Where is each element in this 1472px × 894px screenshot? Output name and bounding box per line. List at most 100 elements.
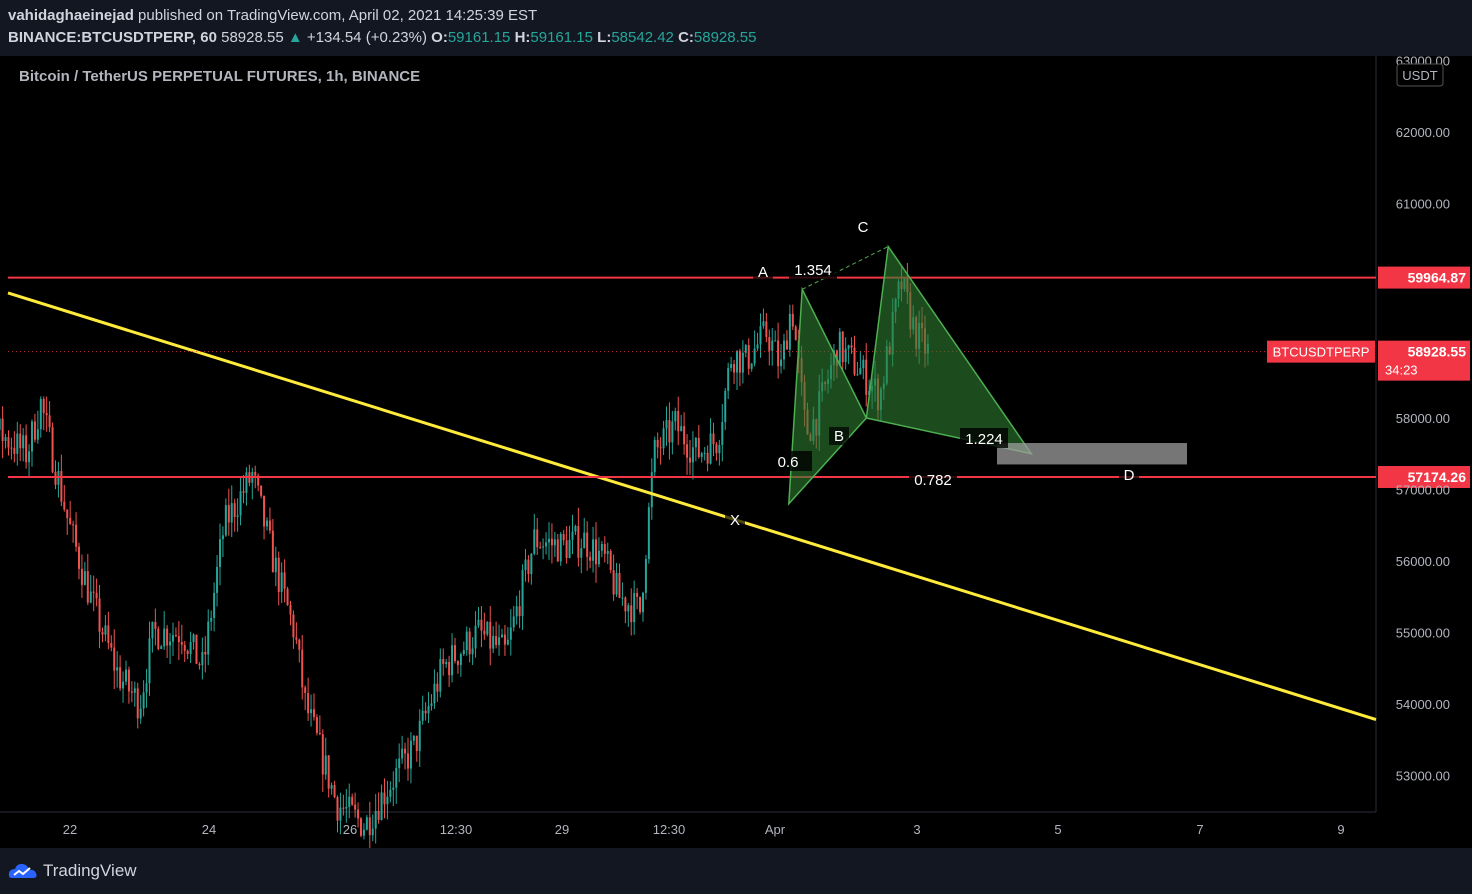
candle-body: [644, 559, 647, 593]
candle-body: [838, 331, 841, 366]
candle-body: [239, 491, 242, 516]
candle-body: [412, 735, 415, 741]
ratio-label-4: 0.782: [914, 472, 952, 489]
candle-body: [495, 636, 498, 645]
candle-body: [0, 418, 1, 430]
candle-body: [301, 649, 304, 688]
symbol-name[interactable]: BINANCE:BTCUSDTPERP, 60: [8, 29, 217, 46]
candle-body: [324, 755, 327, 775]
candle-body: [571, 531, 574, 540]
ratio-bg-2: [764, 451, 812, 471]
candle-body: [562, 534, 565, 541]
candle-body: [42, 398, 45, 414]
tradingview-logo[interactable]: TradingView: [8, 860, 137, 882]
candle-body: [107, 625, 110, 644]
candle-body: [721, 422, 724, 445]
price-chart[interactable]: 59964.87 57174.26 BTCUSDTPERP 58928.55 34:23…: [0, 56, 1472, 848]
candle-body: [715, 444, 718, 454]
candle-body: [659, 447, 662, 449]
candle-body: [577, 526, 580, 558]
candle-body: [498, 637, 501, 645]
candle-body: [283, 572, 286, 589]
candle-body: [456, 661, 459, 665]
candle-body: [404, 748, 407, 754]
candle-body: [163, 628, 166, 647]
candle-body: [298, 639, 301, 650]
candle-body: [565, 540, 568, 559]
candle-body: [753, 348, 756, 364]
ratio-label-1: 1.354: [794, 262, 832, 279]
candle-body: [392, 787, 395, 790]
candle-body: [451, 645, 454, 676]
candle-body: [550, 538, 553, 546]
candle-body: [395, 768, 398, 788]
candle-body: [69, 517, 72, 525]
candle-body: [101, 631, 104, 635]
candle-body: [10, 447, 13, 449]
candle-body: [218, 539, 221, 567]
candle-body: [859, 368, 862, 375]
candle-body: [691, 447, 694, 463]
candle-body: [791, 313, 794, 327]
candle-body: [624, 597, 627, 612]
candle-body: [468, 631, 471, 655]
candle-body: [765, 321, 768, 338]
candle-body: [668, 420, 671, 443]
pattern-point-a: A: [758, 264, 768, 281]
pattern-point-d: D: [1124, 467, 1135, 484]
pattern-point-bg-x: [725, 511, 745, 529]
candle-body: [609, 551, 612, 571]
candle-body: [677, 411, 680, 432]
candle-body: [709, 433, 712, 464]
candle-body: [506, 639, 509, 645]
candle-body: [759, 326, 762, 345]
candle-body: [263, 495, 266, 527]
ratio-bg-1: [789, 259, 837, 279]
candle-body: [656, 439, 659, 448]
chart-area[interactable]: 59964.87 57174.26 BTCUSDTPERP 58928.55 34:23…: [0, 56, 1472, 848]
candle-body: [133, 688, 136, 693]
candle-body: [474, 625, 477, 649]
candle-body: [342, 807, 345, 809]
candle-body: [380, 792, 383, 820]
candle-body: [862, 359, 865, 369]
candle-body: [274, 557, 277, 573]
pattern-point-bg-a: [753, 263, 773, 281]
candle-body: [518, 606, 521, 617]
candle-body: [98, 598, 101, 632]
candle-body: [54, 471, 57, 485]
candle-body: [665, 420, 668, 429]
candle-body: [500, 634, 503, 638]
candle-body: [409, 740, 412, 769]
candle-body: [148, 638, 151, 684]
candle-body: [448, 661, 451, 676]
candle-body: [321, 734, 324, 775]
candle-body: [630, 605, 633, 623]
candle-body: [86, 571, 89, 603]
countdown-label: 34:23: [1385, 363, 1418, 378]
candle-body: [1, 418, 4, 441]
pattern-ac-line: [801, 246, 889, 290]
candle-body: [362, 829, 365, 836]
candle-body: [683, 426, 686, 445]
candle-body: [374, 810, 377, 829]
candle-body: [850, 345, 853, 348]
candle-body: [180, 642, 183, 645]
candle-body: [747, 345, 750, 369]
candle-body: [339, 807, 342, 821]
x-tick-label: 12:30: [653, 822, 686, 837]
candle-body: [547, 538, 550, 543]
candle-body: [521, 570, 524, 617]
candle-body: [735, 350, 738, 373]
candle-body: [92, 591, 95, 593]
author-name[interactable]: vahidaghaeinejad: [8, 7, 134, 24]
last-price-label: 58928.55: [1408, 344, 1467, 360]
candle-body: [459, 654, 462, 665]
candle-body: [633, 593, 636, 623]
candle-body: [25, 435, 28, 463]
candle-body: [136, 688, 139, 719]
candle-body: [28, 451, 31, 463]
candle-body: [22, 435, 25, 449]
candle-body: [556, 539, 559, 562]
candle-body: [116, 667, 119, 671]
